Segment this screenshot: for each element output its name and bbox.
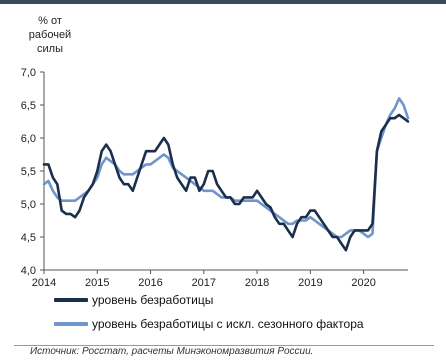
x-tick-label: 2014 [32,277,56,289]
legend-item-unemployment: уровень безработицы [54,290,364,310]
legend-item-seasonally-adjusted: уровень безработицы с искл. сезонного фа… [54,314,364,334]
y-tick-label: 4,0 [21,265,36,277]
y-axis-label: % от рабочей силы [20,14,80,56]
y-tick-label: 5,0 [21,199,36,211]
x-tick-label: 2017 [192,277,216,289]
legend-label-seasonally-adjusted: уровень безработицы с искл. сезонного фа… [92,317,364,331]
bottom-rule [14,345,434,346]
y-tick-label: 4,5 [21,232,36,244]
y-tick-label: 6,5 [21,100,36,112]
x-tick-label: 2015 [85,277,109,289]
x-tick-label: 2019 [298,277,322,289]
legend-label-unemployment: уровень безработицы [92,293,214,307]
legend-swatch-unemployment [54,298,88,302]
x-tick-label: 2016 [138,277,162,289]
x-tick-label: 2020 [351,277,375,289]
y-tick-label: 5,5 [21,166,36,178]
legend-swatch-seasonally-adjusted [54,322,88,326]
legend: уровень безработицы уровень безработицы … [54,290,364,338]
series-line-unemployment [42,113,410,252]
y-axis-label-line-3: силы [37,43,63,55]
y-tick-label: 6,0 [21,133,36,145]
y-axis-label-line-2: рабочей [28,29,72,41]
y-axis-label-line-1: % от [38,15,62,27]
x-tick-label: 2018 [245,277,269,289]
source-note: Источник: Росстат, расчеты Минэкономразв… [30,346,314,357]
top-rule [0,0,446,4]
y-tick-label: 7,0 [21,67,36,79]
